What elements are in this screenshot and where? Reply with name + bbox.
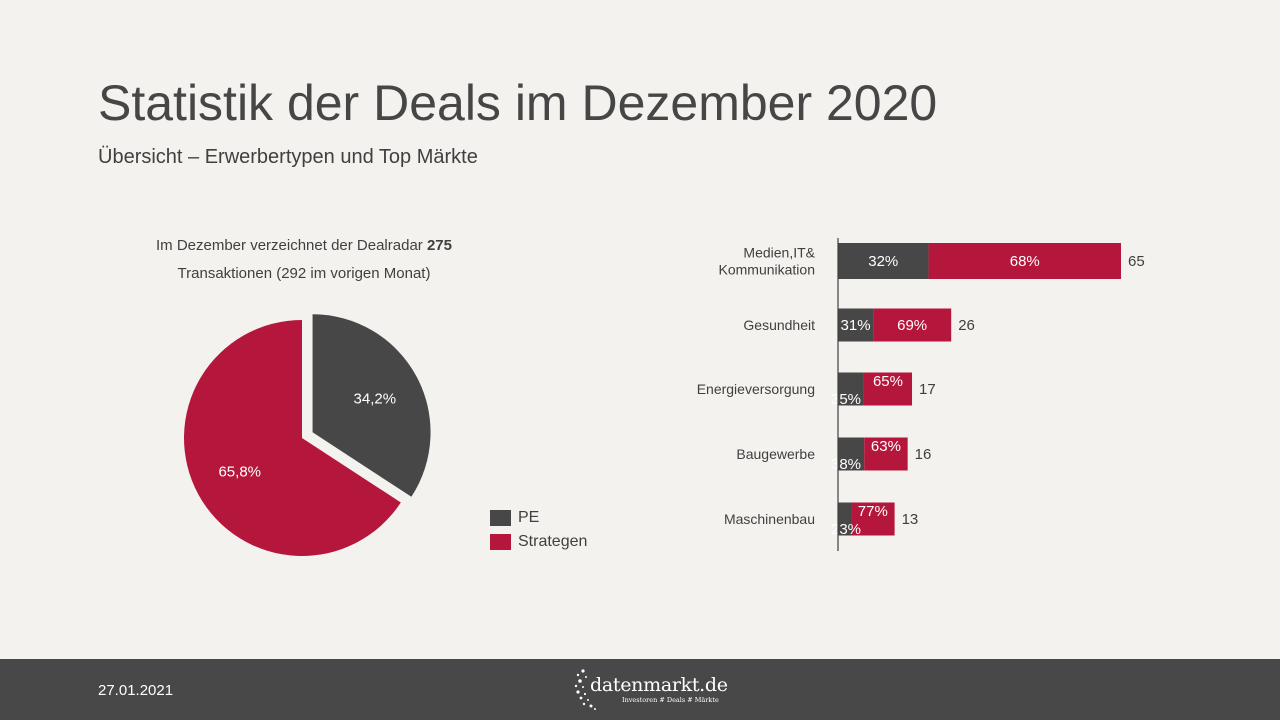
pie-caption-line2: Transaktionen (292 im vorigen Monat): [177, 265, 431, 282]
bar-total-label: 26: [958, 317, 975, 334]
page-title: Statistik der Deals im Dezember 2020: [98, 75, 938, 131]
pie-caption-text: Im Dezember verzeichnet der Dealradar: [156, 237, 427, 254]
footer-date: 27.01.2021: [98, 682, 174, 699]
pie-caption: Im Dezember verzeichnet der Dealradar 27…: [104, 232, 504, 288]
bar-segment-pe: [838, 437, 865, 471]
bar-segment-strategen: [873, 308, 952, 342]
bar-label-strategen: 65%: [873, 373, 903, 390]
footer: 27.01.2021: [0, 659, 1280, 720]
category-label: Medien,IT& Kommunikation: [719, 245, 816, 278]
category-label-line: Medien,IT&: [743, 245, 815, 261]
legend-label-pe: PE: [518, 509, 540, 526]
category-label-line: Maschinenbau: [724, 511, 815, 527]
legend-swatch-pe: [490, 510, 511, 526]
bar-total-label: 65: [1128, 253, 1145, 270]
bar-segment-strategen: [864, 437, 908, 471]
category-label-line: Kommunikation: [719, 262, 816, 278]
bar-label-pe: 38%: [831, 456, 861, 473]
bar-segment-pe: [838, 502, 852, 536]
logo-text: datenmarkt.de: [590, 674, 728, 696]
logo[interactable]: datenmarkt.de Investoren # Deals # Märkt…: [574, 665, 728, 713]
logo-dots-icon: [574, 669, 596, 710]
pie-label-strategen: 65,8%: [218, 464, 261, 481]
bar-segment-strategen: [928, 243, 1121, 279]
legend-item-strategen: Strategen: [490, 531, 587, 553]
bar-label-pe: 23%: [831, 521, 861, 538]
bar-total-label: 13: [902, 511, 919, 528]
deal-count: 275: [426, 237, 452, 254]
bar-label-pe: 32%: [868, 253, 898, 270]
category-label-line: Baugewerbe: [736, 446, 815, 462]
bar-label-strategen: 68%: [1010, 253, 1040, 270]
bar-label-strategen: 63%: [871, 438, 901, 455]
pie-legend: PE Strategen: [490, 507, 587, 555]
pie-label-pe: 34,2%: [354, 391, 397, 408]
pie-chart: 34,2% 65,8%: [183, 314, 431, 556]
category-label: Baugewerbe: [736, 446, 815, 462]
bar-label-strategen: 69%: [897, 317, 927, 334]
bar-label-pe: 31%: [841, 317, 871, 334]
category-label-line: Gesundheit: [743, 317, 815, 333]
bar-segment-pe: [838, 308, 874, 342]
category-label-line: Energieversorgung: [697, 381, 815, 397]
category-label: Maschinenbau: [724, 511, 815, 527]
legend-item-pe: PE: [490, 507, 587, 529]
pie-slice-pe: [312, 314, 431, 497]
page-subtitle: Übersicht – Erwerbertypen und Top Märkte: [98, 146, 478, 168]
bar-segment-pe: [838, 243, 929, 279]
bar-segment-strategen: [863, 372, 913, 406]
bar-segment-strategen: [851, 502, 895, 536]
bar-chart: Medien,IT& Kommunikation 32% 68% 65 Gesundhei…: [697, 238, 1145, 551]
bar-label-strategen: 77%: [858, 503, 888, 520]
logo-tagline: Investoren # Deals # Märkte: [622, 696, 719, 704]
legend-label-strategen: Strategen: [518, 533, 588, 550]
pie-slice-strategen: [183, 320, 401, 556]
bar-label-pe: 35%: [831, 391, 861, 408]
pie-caption-line1: Im Dezember verzeichnet der Dealradar 27…: [104, 232, 504, 260]
category-label: Energieversorgung: [697, 381, 815, 397]
category-label: Gesundheit: [743, 317, 815, 333]
bar-total-label: 17: [919, 381, 936, 398]
bar-segment-pe: [838, 372, 864, 406]
bar-total-label: 16: [915, 446, 932, 463]
legend-swatch-strategen: [490, 534, 511, 550]
